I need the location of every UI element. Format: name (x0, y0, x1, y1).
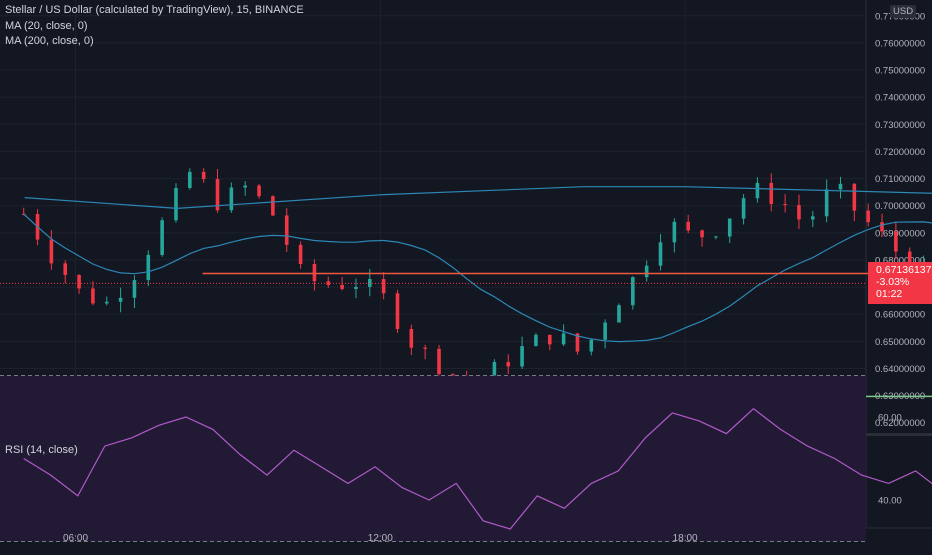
candle-body (63, 263, 67, 275)
candle-body (769, 183, 773, 204)
candle-body (797, 205, 801, 219)
candle-body (742, 198, 746, 218)
candle-body (119, 298, 123, 302)
candle-body (271, 196, 275, 215)
time-tick-label: 06:00 (63, 533, 88, 544)
candle-body (146, 255, 150, 280)
price-tick-label: 0.64000000 (875, 364, 925, 375)
candle-body (174, 188, 178, 220)
candle-body (825, 189, 829, 216)
legend-main: Stellar / US Dollar (calculated by Tradi… (5, 4, 304, 16)
candle-body (686, 222, 690, 231)
price-tick-label: 0.65000000 (875, 337, 925, 348)
candle-body (548, 335, 552, 345)
candle-body (313, 264, 317, 281)
candle-body (866, 211, 870, 223)
candle-body (894, 231, 898, 251)
legend-ma20: MA (20, close, 0) (5, 20, 88, 32)
rsi-tick-label: 60.00 (878, 413, 902, 424)
candle-body (506, 362, 510, 366)
candle-body (590, 340, 594, 352)
candle-body (520, 346, 524, 366)
candle-body (673, 222, 677, 242)
legend-ma200: MA (200, close, 0) (5, 35, 94, 47)
candle-body (340, 285, 344, 289)
time-tick-label: 18:00 (673, 533, 698, 544)
candle-body (91, 288, 95, 303)
candle-body (50, 240, 54, 264)
candle-body (783, 204, 787, 205)
time-tick-label: 12:00 (368, 533, 393, 544)
candle-body (354, 287, 358, 289)
candle-body (700, 230, 704, 237)
candle-body (396, 293, 400, 329)
candle-body (811, 216, 815, 219)
candle-body (756, 183, 760, 198)
candle-body (617, 305, 621, 322)
price-tick-label: 0.74000000 (875, 93, 925, 104)
candle-body (188, 172, 192, 188)
legend-rsi: RSI (14, close) (5, 444, 78, 456)
candle-body (645, 266, 649, 277)
current-price: 0.67136137 (876, 264, 932, 276)
current-price-box: 0.67136137 -3.03% 01:22 (868, 262, 932, 304)
price-tick-label: 0.66000000 (875, 310, 925, 321)
candle-body (659, 242, 663, 265)
currency-label: USD (890, 5, 916, 18)
candle-body (230, 187, 234, 210)
candle-body (257, 186, 261, 197)
candle-body (243, 186, 247, 188)
price-tick-label: 0.75000000 (875, 66, 925, 77)
candle-body (728, 219, 732, 237)
candle-body (202, 172, 206, 179)
candle-body (410, 329, 414, 348)
price-tick-label: 0.71000000 (875, 174, 925, 185)
price-tick-label: 0.72000000 (875, 147, 925, 158)
rsi-tick-label: 40.00 (878, 496, 902, 507)
candle-body (133, 280, 137, 298)
candle-body (714, 236, 718, 237)
candle-body (562, 333, 566, 344)
candle-body (285, 215, 289, 244)
candle-body (631, 277, 635, 305)
candle-body (382, 279, 386, 293)
price-tick-label: 0.70000000 (875, 201, 925, 212)
candle-body (160, 220, 164, 255)
candle-body (437, 349, 441, 374)
rsi-band (0, 376, 866, 542)
candle-body (853, 184, 857, 211)
price-tick-label: 0.76000000 (875, 38, 925, 49)
bar-countdown: 01:22 (876, 288, 932, 300)
candle-body (77, 275, 81, 288)
candle-body (423, 348, 427, 349)
candle-body (534, 335, 538, 346)
candle-body (105, 302, 109, 304)
candle-body (299, 245, 303, 264)
candle-body (603, 323, 607, 340)
candle-body (839, 184, 843, 190)
candle-body (880, 222, 884, 231)
price-tick-label: 0.73000000 (875, 120, 925, 131)
price-change: -3.03% (876, 276, 932, 288)
